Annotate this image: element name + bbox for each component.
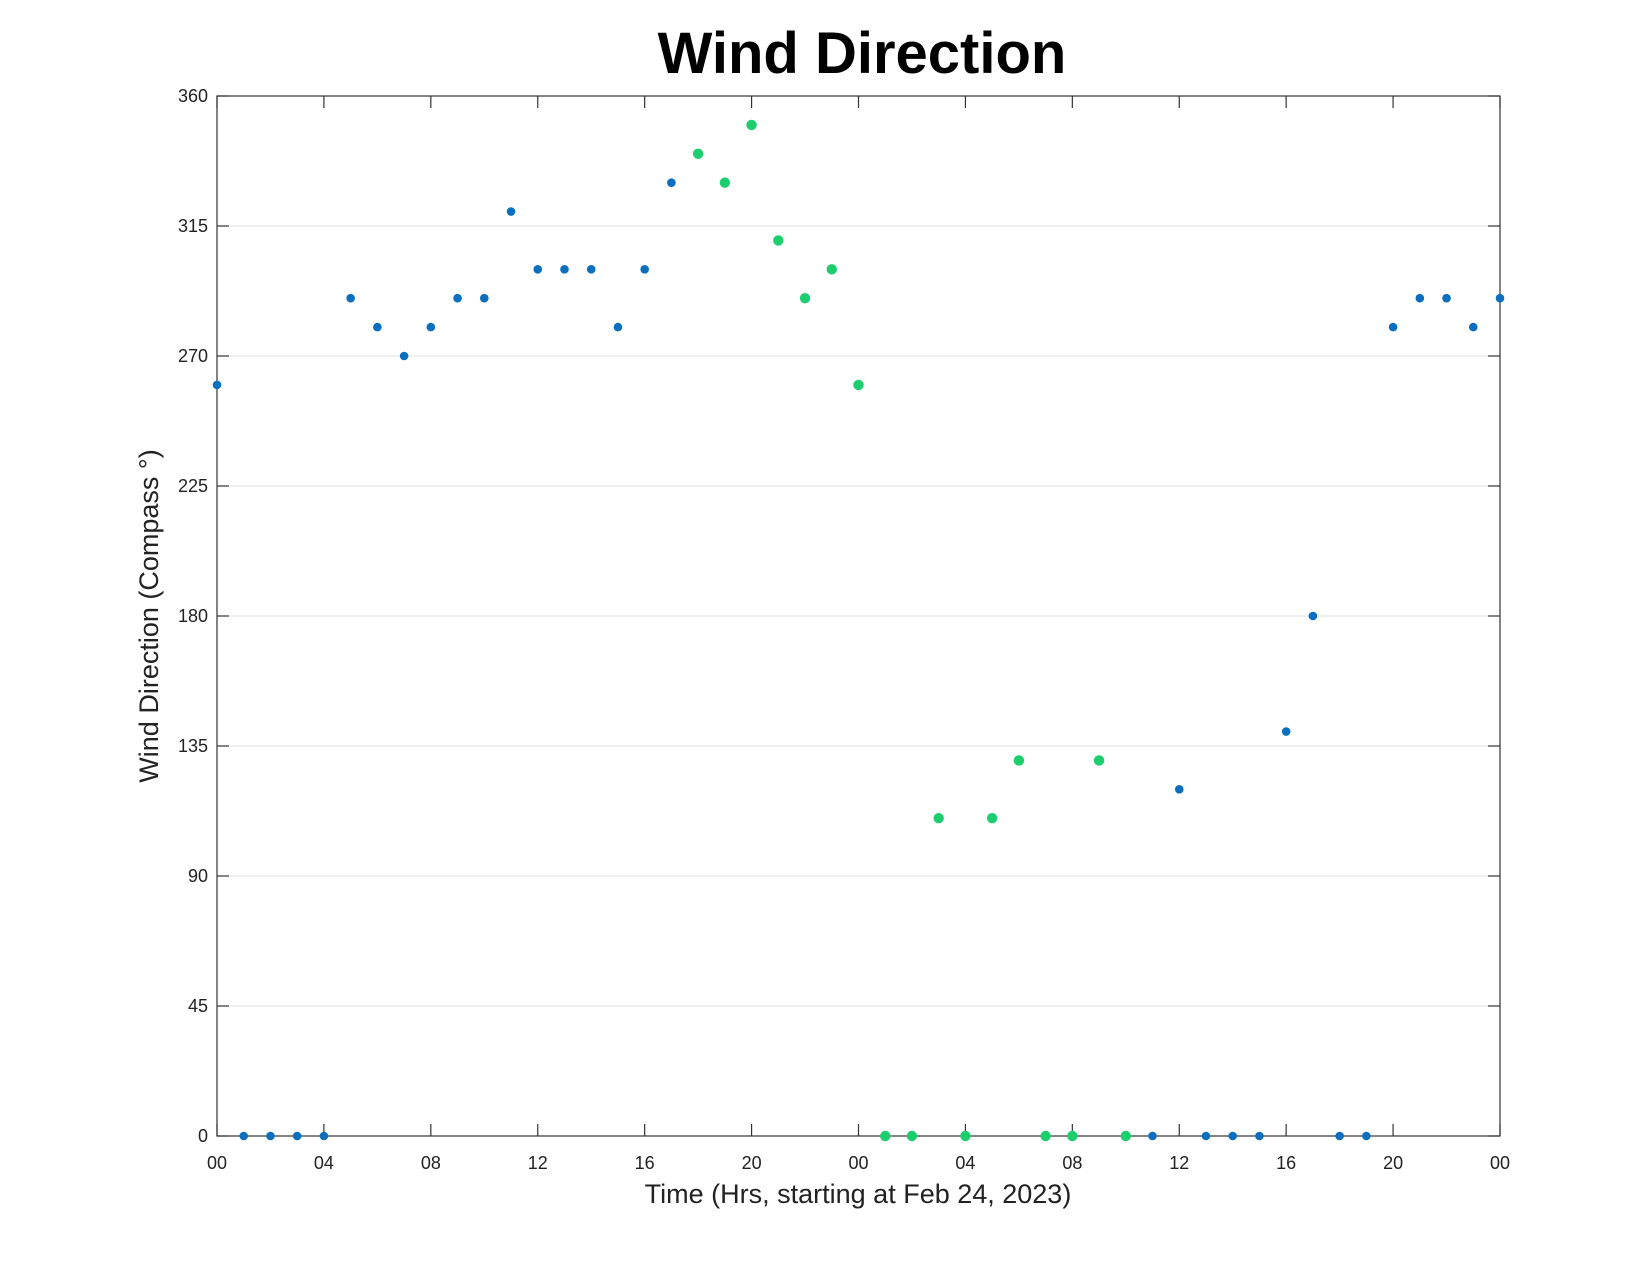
data-point: [773, 235, 784, 246]
data-point: [453, 293, 462, 303]
data-points: [212, 119, 1505, 1142]
data-point: [479, 293, 489, 303]
y-axis-label: Wind Direction (Compass °): [134, 449, 164, 782]
data-point: [1362, 1131, 1371, 1141]
y-tick-label: 90: [188, 866, 208, 886]
data-point: [667, 178, 676, 187]
y-tick-label: 315: [178, 216, 208, 236]
data-point: [1228, 1131, 1238, 1141]
data-point: [1013, 755, 1025, 766]
data-point: [586, 265, 596, 274]
data-point: [613, 322, 623, 332]
y-tick-label: 45: [188, 996, 208, 1016]
x-tick-label: 04: [314, 1153, 334, 1173]
y-tick-label: 225: [178, 476, 208, 496]
data-point: [266, 1131, 275, 1141]
x-tick-label: 04: [955, 1153, 975, 1173]
data-point: [880, 1130, 891, 1142]
y-tick-label: 270: [178, 346, 208, 366]
x-axis-label: Time (Hrs, starting at Feb 24, 2023): [645, 1179, 1072, 1209]
data-point: [640, 265, 649, 274]
axis-ticks: [216, 95, 1501, 1137]
data-point: [1067, 1130, 1078, 1142]
data-point: [346, 293, 355, 303]
y-tick-label: 360: [178, 86, 208, 106]
data-point: [533, 265, 543, 274]
data-point: [1148, 1131, 1157, 1141]
data-point: [906, 1130, 918, 1142]
data-point: [1442, 293, 1451, 303]
data-point: [799, 293, 811, 304]
x-tick-label: 00: [207, 1153, 227, 1173]
data-point: [1281, 727, 1291, 736]
data-point: [292, 1131, 302, 1141]
data-point: [960, 1130, 971, 1142]
data-point: [853, 379, 864, 391]
data-point: [746, 119, 757, 131]
data-point: [1040, 1130, 1051, 1142]
chart-title: Wind Direction: [658, 21, 1067, 86]
grid-lines: [217, 225, 1500, 1007]
data-point: [692, 148, 704, 159]
x-tick-label: 16: [1276, 1153, 1296, 1173]
data-point: [1093, 755, 1105, 766]
data-point: [1308, 611, 1318, 621]
x-tick-label: 08: [421, 1153, 441, 1173]
data-point: [239, 1131, 249, 1141]
x-tick-label: 20: [1383, 1153, 1403, 1173]
data-point: [1468, 322, 1478, 332]
data-point: [399, 351, 409, 361]
x-tick-label: 16: [635, 1153, 655, 1173]
y-tick-labels: 0 45 90 135 180 225 270 315 360: [178, 86, 208, 1146]
x-tick-label: 00: [848, 1153, 868, 1173]
data-point: [719, 177, 731, 188]
data-point: [826, 264, 837, 275]
data-point: [1120, 1130, 1131, 1142]
data-point: [1415, 293, 1425, 303]
data-point: [373, 322, 382, 332]
data-point: [933, 813, 944, 824]
x-tick-label: 08: [1062, 1153, 1082, 1173]
data-point: [1335, 1131, 1344, 1141]
x-tick-label: 20: [742, 1153, 762, 1173]
data-point: [319, 1131, 329, 1141]
x-tick-label: 00: [1490, 1153, 1510, 1173]
data-point: [426, 322, 436, 332]
x-tick-label: 12: [528, 1153, 548, 1173]
data-point: [1255, 1131, 1264, 1141]
data-point: [560, 265, 569, 274]
data-point: [1201, 1131, 1211, 1141]
data-point: [1174, 785, 1184, 794]
data-point: [1388, 322, 1398, 332]
x-tick-labels: 00 04 08 12 16 20 00 04 08 12 16 20 00: [207, 1153, 1510, 1173]
y-tick-label: 135: [178, 736, 208, 756]
data-point: [986, 813, 998, 824]
data-point: [506, 207, 516, 216]
y-tick-label: 180: [178, 606, 208, 626]
x-tick-label: 12: [1169, 1153, 1189, 1173]
y-tick-label: 0: [198, 1126, 208, 1146]
data-point: [1495, 293, 1505, 303]
data-point: [212, 380, 222, 390]
